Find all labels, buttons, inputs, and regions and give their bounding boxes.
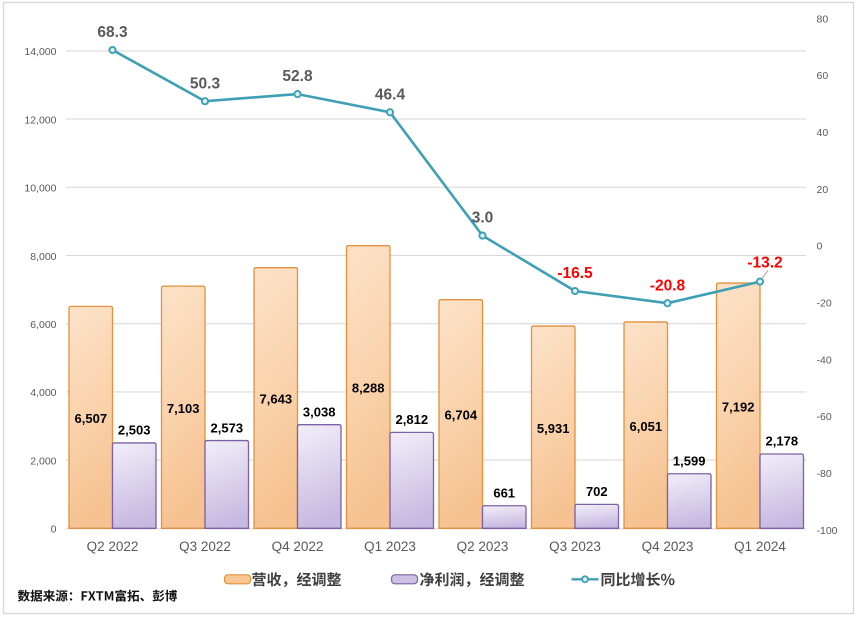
svg-text:8,288: 8,288	[352, 381, 385, 396]
svg-text:Q2 2022: Q2 2022	[87, 539, 139, 554]
svg-text:Q4 2022: Q4 2022	[272, 539, 324, 554]
svg-text:2,503: 2,503	[118, 423, 151, 438]
svg-text:52.8: 52.8	[282, 68, 313, 85]
svg-text:68.3: 68.3	[97, 24, 128, 41]
svg-text:661: 661	[493, 486, 515, 501]
svg-text:Q3 2023: Q3 2023	[549, 539, 601, 554]
svg-text:-16.5: -16.5	[557, 265, 593, 282]
svg-text:5,931: 5,931	[537, 421, 570, 436]
svg-text:-60: -60	[817, 411, 832, 423]
svg-text:2,812: 2,812	[396, 412, 429, 427]
svg-text:-100: -100	[817, 525, 838, 537]
svg-text:1,599: 1,599	[673, 454, 706, 469]
svg-text:Q4 2023: Q4 2023	[642, 539, 694, 554]
svg-text:Q1 2023: Q1 2023	[364, 539, 416, 554]
svg-text:0: 0	[51, 524, 57, 536]
svg-text:0: 0	[817, 241, 823, 253]
svg-text:-20.8: -20.8	[650, 277, 686, 294]
svg-text:Q3 2022: Q3 2022	[179, 539, 231, 554]
svg-text:2,178: 2,178	[766, 434, 799, 449]
svg-text:-80: -80	[817, 468, 832, 480]
svg-text:6,000: 6,000	[30, 319, 56, 331]
svg-text:7,192: 7,192	[722, 399, 755, 414]
svg-text:-13.2: -13.2	[747, 255, 782, 272]
svg-text:40: 40	[817, 127, 829, 139]
svg-text:6,704: 6,704	[445, 408, 478, 423]
svg-text:8,000: 8,000	[30, 251, 56, 263]
svg-text:702: 702	[586, 484, 608, 499]
svg-text:-40: -40	[817, 354, 832, 366]
svg-text:-20: -20	[817, 298, 832, 310]
svg-text:60: 60	[817, 70, 829, 82]
svg-text:3.0: 3.0	[472, 210, 494, 227]
svg-text:2,573: 2,573	[211, 420, 244, 435]
svg-text:4,000: 4,000	[30, 387, 56, 399]
svg-text:10,000: 10,000	[24, 183, 56, 195]
svg-text:6,051: 6,051	[630, 419, 663, 434]
svg-text:14,000: 14,000	[24, 46, 56, 58]
svg-text:7,643: 7,643	[260, 392, 293, 407]
svg-text:Q1 2024: Q1 2024	[734, 539, 786, 554]
svg-text:46.4: 46.4	[375, 86, 406, 103]
svg-text:6,507: 6,507	[75, 411, 108, 426]
svg-text:2,000: 2,000	[30, 455, 56, 467]
svg-text:50.3: 50.3	[190, 75, 221, 92]
svg-text:7,103: 7,103	[167, 401, 200, 416]
svg-text:3,038: 3,038	[303, 404, 336, 419]
svg-text:80: 80	[817, 13, 829, 25]
svg-text:12,000: 12,000	[24, 114, 56, 126]
svg-text:Q2 2023: Q2 2023	[457, 539, 509, 554]
svg-text:20: 20	[817, 184, 829, 196]
